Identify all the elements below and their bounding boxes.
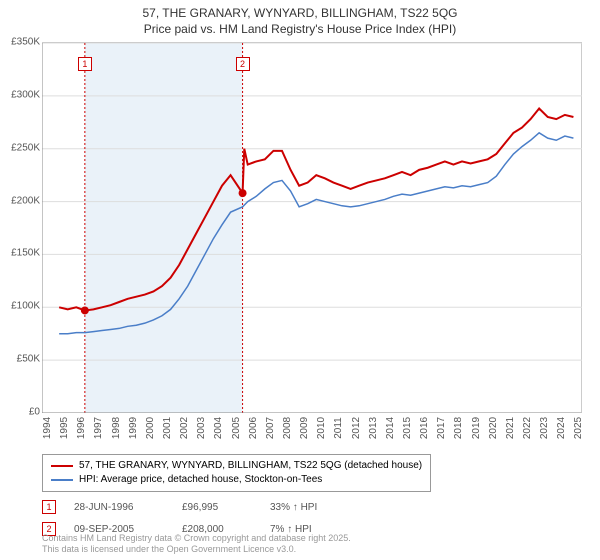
x-tick-label: 2021 bbox=[505, 417, 516, 439]
chart-footer: Contains HM Land Registry data © Crown c… bbox=[42, 533, 351, 556]
y-tick-label: £250K bbox=[11, 142, 40, 153]
chart-marker-1: 1 bbox=[78, 57, 92, 71]
x-tick-label: 2024 bbox=[556, 417, 567, 439]
x-tick-label: 2004 bbox=[213, 417, 224, 439]
x-tick-label: 2008 bbox=[282, 417, 293, 439]
x-tick-label: 1997 bbox=[93, 417, 104, 439]
legend-label: HPI: Average price, detached house, Stoc… bbox=[79, 473, 322, 487]
chart-plot-area: 12 bbox=[42, 42, 582, 412]
x-tick-label: 2013 bbox=[368, 417, 379, 439]
footer-line-1: Contains HM Land Registry data © Crown c… bbox=[42, 533, 351, 545]
x-tick-label: 2025 bbox=[573, 417, 584, 439]
x-tick-label: 2003 bbox=[196, 417, 207, 439]
x-tick-label: 2009 bbox=[299, 417, 310, 439]
x-tick-label: 2023 bbox=[539, 417, 550, 439]
x-tick-label: 2020 bbox=[488, 417, 499, 439]
y-tick-label: £150K bbox=[11, 248, 40, 259]
y-tick-label: £100K bbox=[11, 301, 40, 312]
x-tick-label: 1998 bbox=[111, 417, 122, 439]
x-tick-label: 2011 bbox=[333, 417, 344, 439]
sale-price: £96,995 bbox=[182, 502, 252, 513]
sale-row: 1 28-JUN-1996 £96,995 33% ↑ HPI bbox=[42, 500, 582, 514]
x-tick-label: 2002 bbox=[179, 417, 190, 439]
y-tick-label: £0 bbox=[29, 407, 40, 418]
x-tick-label: 2007 bbox=[265, 417, 276, 439]
x-tick-label: 1994 bbox=[42, 417, 53, 439]
y-tick-label: £50K bbox=[17, 354, 40, 365]
x-tick-label: 2015 bbox=[402, 417, 413, 439]
chart-title: 57, THE GRANARY, WYNYARD, BILLINGHAM, TS… bbox=[0, 0, 600, 39]
footer-line-2: This data is licensed under the Open Gov… bbox=[42, 544, 351, 556]
x-tick-label: 2016 bbox=[419, 417, 430, 439]
title-line-2: Price paid vs. HM Land Registry's House … bbox=[0, 22, 600, 38]
x-tick-label: 2010 bbox=[316, 417, 327, 439]
sale-marker: 1 bbox=[42, 500, 56, 514]
x-tick-label: 2018 bbox=[453, 417, 464, 439]
chart-svg bbox=[42, 43, 582, 413]
x-tick-label: 2012 bbox=[351, 417, 362, 439]
x-tick-label: 2014 bbox=[385, 417, 396, 439]
x-tick-label: 2001 bbox=[162, 417, 173, 439]
x-axis: 1994 1995 1996 1997 1998 1999 2000 2001 2002 2003… bbox=[42, 412, 582, 452]
x-tick-label: 2005 bbox=[231, 417, 242, 439]
sale-date: 28-JUN-1996 bbox=[74, 502, 164, 513]
x-tick-label: 2000 bbox=[145, 417, 156, 439]
title-line-1: 57, THE GRANARY, WYNYARD, BILLINGHAM, TS… bbox=[0, 6, 600, 22]
legend-swatch bbox=[51, 465, 73, 467]
legend-box: 57, THE GRANARY, WYNYARD, BILLINGHAM, TS… bbox=[42, 454, 431, 492]
x-tick-label: 1995 bbox=[59, 417, 70, 439]
y-tick-label: £200K bbox=[11, 195, 40, 206]
sales-list: 128-JUN-1996£96,99533% ↑ HPI209-SEP-2005… bbox=[42, 500, 582, 536]
x-tick-label: 1996 bbox=[76, 417, 87, 439]
legend-item: 57, THE GRANARY, WYNYARD, BILLINGHAM, TS… bbox=[51, 459, 422, 473]
x-tick-label: 2022 bbox=[522, 417, 533, 439]
legend-label: 57, THE GRANARY, WYNYARD, BILLINGHAM, TS… bbox=[79, 459, 422, 473]
x-tick-label: 2017 bbox=[436, 417, 447, 439]
chart-marker-2: 2 bbox=[236, 57, 250, 71]
legend-item: HPI: Average price, detached house, Stoc… bbox=[51, 473, 422, 487]
y-tick-label: £350K bbox=[11, 37, 40, 48]
sale-delta: 33% ↑ HPI bbox=[270, 502, 317, 513]
y-tick-label: £300K bbox=[11, 89, 40, 100]
x-tick-label: 1999 bbox=[128, 417, 139, 439]
legend-swatch bbox=[51, 479, 73, 481]
x-tick-label: 2019 bbox=[471, 417, 482, 439]
x-tick-label: 2006 bbox=[248, 417, 259, 439]
y-axis: £0£50K£100K£150K£200K£250K£300K£350K bbox=[0, 42, 42, 412]
chart-legend: 57, THE GRANARY, WYNYARD, BILLINGHAM, TS… bbox=[42, 454, 582, 536]
